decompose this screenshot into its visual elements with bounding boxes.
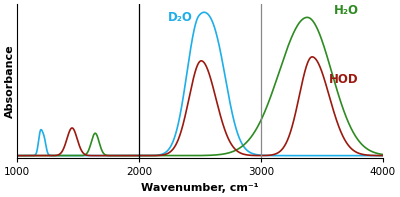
Text: H₂O: H₂O bbox=[334, 4, 359, 17]
Text: HOD: HOD bbox=[329, 73, 359, 86]
Text: D₂O: D₂O bbox=[168, 11, 193, 24]
X-axis label: Wavenumber, cm⁻¹: Wavenumber, cm⁻¹ bbox=[141, 183, 259, 193]
Y-axis label: Absorbance: Absorbance bbox=[4, 44, 14, 118]
